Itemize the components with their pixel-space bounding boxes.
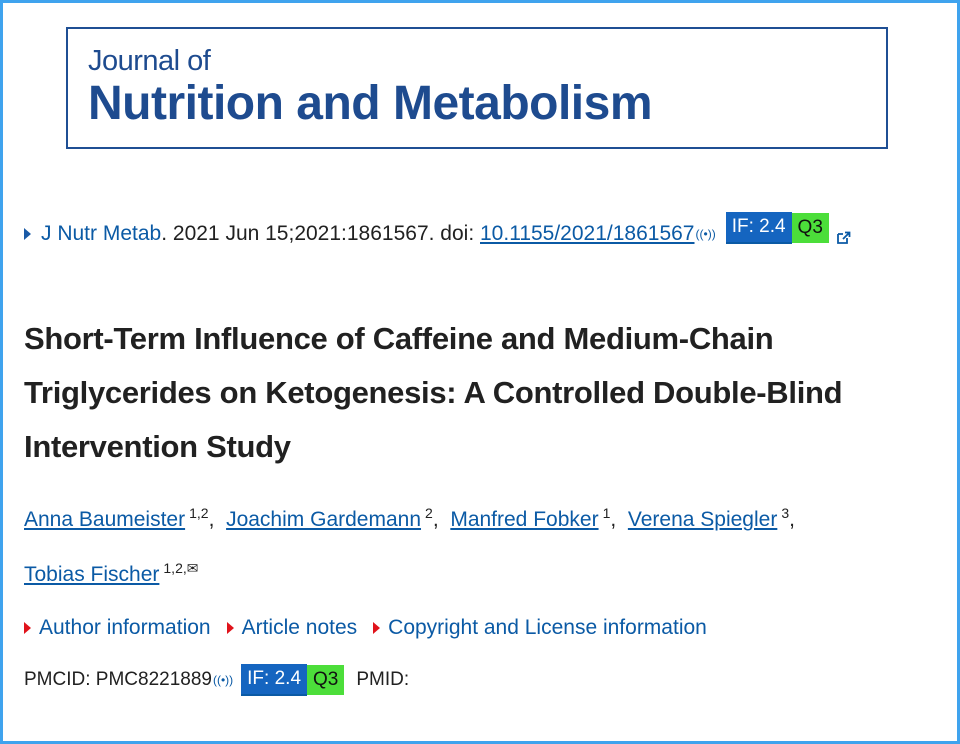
doi-link[interactable]: 10.1155/2021/1861567 xyxy=(480,222,695,245)
author-entry: Tobias Fischer 1,2,✉ xyxy=(24,560,199,586)
author-affiliation: 3 xyxy=(781,505,790,521)
expand-triangle-icon xyxy=(226,622,234,634)
impact-factor-badge[interactable]: IF: 2.4 xyxy=(241,664,308,696)
broadcast-icon: ((•)) xyxy=(695,227,716,241)
journal-name-line1: Journal of xyxy=(88,45,211,77)
info-expanders: Author information Article notes Copyrig… xyxy=(24,616,707,640)
author-entry: Joachim Gardemann 2, xyxy=(226,505,445,531)
author-list: Anna Baumeister 1,2, Joachim Gardemann 2, … xyxy=(24,489,924,599)
author-affiliation: 2 xyxy=(425,505,433,521)
author-link[interactable]: Anna Baumeister xyxy=(24,508,186,531)
quartile-badge[interactable]: Q3 xyxy=(307,665,345,695)
author-affiliation: 1,2 xyxy=(189,505,209,521)
journal-abbrev-link[interactable]: J Nutr Metab xyxy=(41,222,162,245)
external-link-icon[interactable] xyxy=(835,230,851,246)
expand-triangle-icon xyxy=(373,622,381,634)
broadcast-icon: ((•)) xyxy=(212,673,234,687)
author-link[interactable]: Joachim Gardemann xyxy=(226,508,422,531)
author-link[interactable]: Verena Spiegler xyxy=(627,508,778,531)
journal-name-line2: Nutrition and Metabolism xyxy=(88,77,653,130)
article-notes-label: Article notes xyxy=(241,616,358,639)
citation-details: . 2021 Jun 15;2021:1861567. doi: xyxy=(161,222,480,245)
copyright-license-label: Copyright and License information xyxy=(388,616,707,639)
author-link[interactable]: Tobias Fischer xyxy=(24,563,160,586)
author-entry: Anna Baumeister 1,2, xyxy=(24,505,221,531)
pmid-label: PMID: xyxy=(356,669,410,690)
author-entry: Manfred Fobker 1, xyxy=(450,505,623,531)
expand-triangle-icon[interactable] xyxy=(24,228,31,240)
citation-line: J Nutr Metab . 2021 Jun 15;2021:1861567.… xyxy=(24,212,851,250)
impact-badge-group[interactable]: IF: 2.4 Q3 xyxy=(725,212,829,244)
author-affiliation: 1 xyxy=(602,505,611,521)
identifier-line: PMCID: PMC8221889 ((•)) IF: 2.4 Q3 PMID: xyxy=(24,664,409,696)
author-information-toggle[interactable]: Author information xyxy=(24,616,211,640)
author-separator: , xyxy=(432,508,445,531)
author-separator: , xyxy=(208,508,221,531)
pmcid-label: PMCID: PMC8221889 xyxy=(24,669,212,690)
author-information-label: Author information xyxy=(39,616,211,639)
author-link[interactable]: Manfred Fobker xyxy=(450,508,599,531)
author-entry: Verena Spiegler 3, xyxy=(627,505,795,531)
author-separator: , xyxy=(610,508,623,531)
article-title: Short-Term Influence of Caffeine and Med… xyxy=(24,321,843,464)
author-separator: , xyxy=(789,508,795,531)
article-notes-toggle[interactable]: Article notes xyxy=(226,616,358,640)
journal-banner[interactable]: Journal of Nutrition and Metabolism xyxy=(66,27,888,149)
expand-triangle-icon xyxy=(24,622,31,634)
impact-badge-group[interactable]: IF: 2.4 Q3 xyxy=(241,664,345,696)
impact-factor-badge[interactable]: IF: 2.4 xyxy=(725,212,792,244)
author-affiliation: 1,2,✉ xyxy=(163,560,199,576)
copyright-license-toggle[interactable]: Copyright and License information xyxy=(373,616,707,640)
quartile-badge[interactable]: Q3 xyxy=(791,213,829,243)
